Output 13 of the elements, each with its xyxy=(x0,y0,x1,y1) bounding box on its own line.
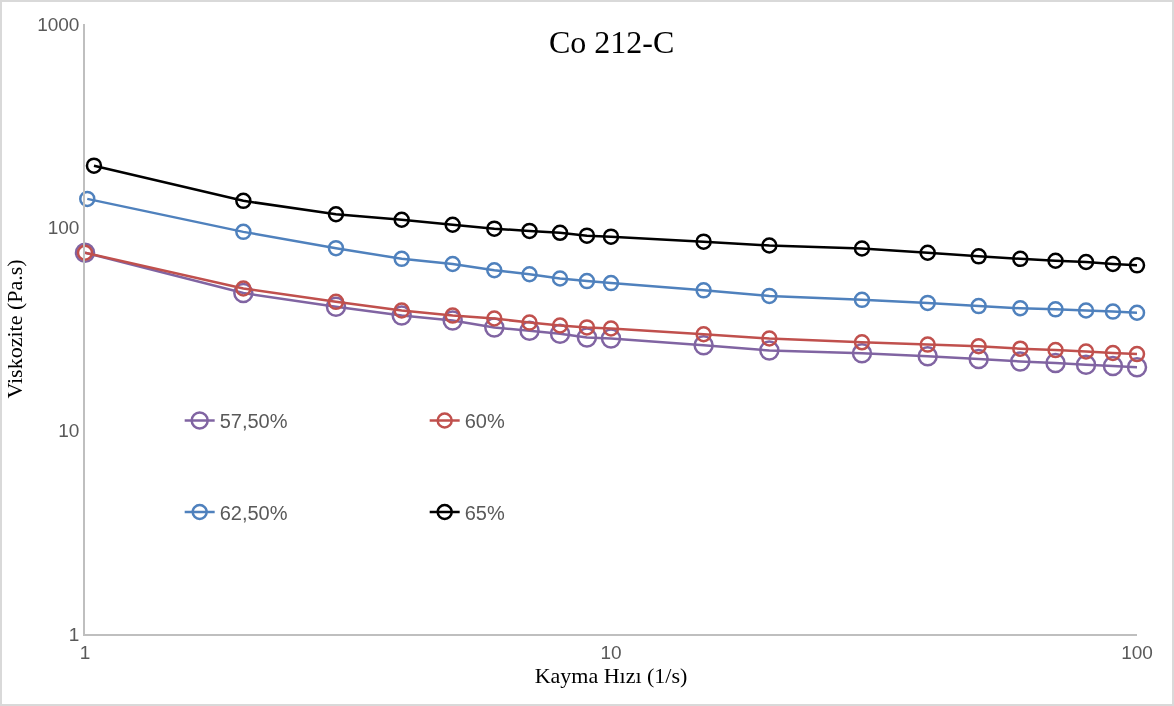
legend-label: 62,50% xyxy=(219,501,288,524)
legend-label: 60% xyxy=(464,410,505,433)
y-tick-label: 1 xyxy=(68,623,80,645)
legend-label: 57,50% xyxy=(219,410,288,433)
x-axis-title: Kayma Hızı (1/s) xyxy=(534,662,688,688)
x-tick-label: 10 xyxy=(600,641,622,663)
legend-label: 65% xyxy=(464,501,505,524)
y-tick-label: 100 xyxy=(47,216,80,238)
chart-title: Co 212-C xyxy=(549,24,675,60)
y-tick-label: 1000 xyxy=(37,13,80,35)
y-tick-label: 10 xyxy=(58,420,80,442)
y-axis-title: Viskozite (Pa.s) xyxy=(2,259,28,399)
x-tick-label: 100 xyxy=(1121,641,1153,663)
